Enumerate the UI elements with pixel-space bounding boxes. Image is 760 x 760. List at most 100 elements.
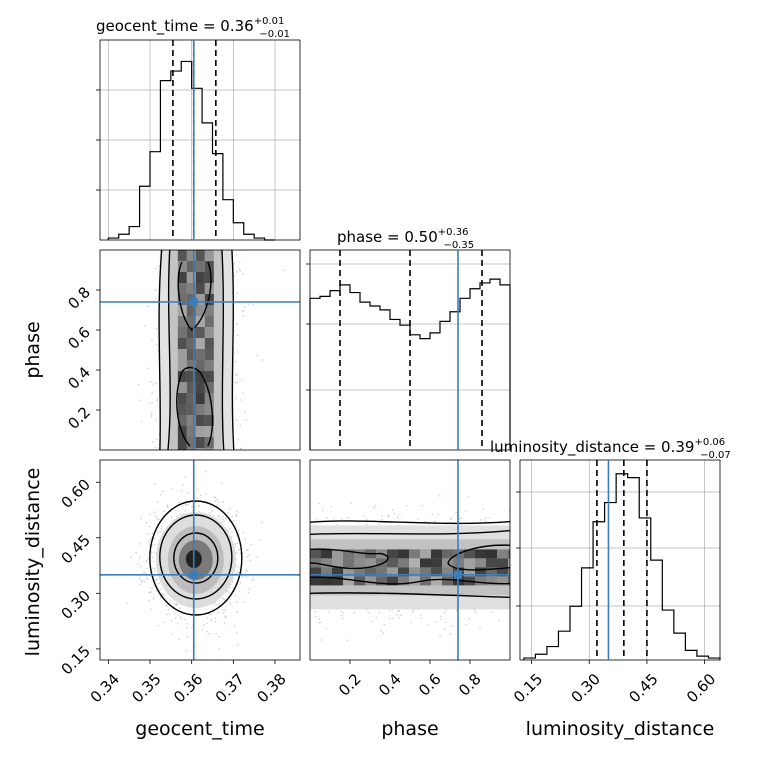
sample-point [248,554,250,557]
sample-point [220,482,223,484]
grid-distance-hist [516,460,720,660]
truth-point [189,570,198,579]
sample-point [333,517,335,520]
sample-point [245,569,247,572]
sample-point [235,601,238,603]
sample-point [227,511,229,514]
sample-point [227,590,230,592]
density-cell [186,437,196,448]
sample-point [235,535,238,537]
sample-point [238,548,240,551]
density-cell [177,283,187,294]
sample-point [162,490,165,492]
sample-point [438,495,441,497]
sample-point [217,635,220,638]
sample-point [166,603,168,606]
sample-point [246,549,249,551]
sample-point [168,613,171,616]
density-cell [195,393,205,404]
sample-point [249,559,252,562]
sample-point [149,591,152,593]
density-cell [177,448,187,450]
sample-point [151,567,154,569]
sample-point [156,327,158,330]
sample-point [342,617,344,620]
sample-point [151,391,153,394]
sample-point [234,543,237,546]
density-cell [343,558,354,568]
sample-point [187,504,190,506]
sample-point [166,613,168,616]
density-cell [420,558,431,568]
sample-point [382,632,385,634]
density-distance-geocent [155,512,236,608]
density-cell [431,549,442,559]
sample-point [232,520,235,522]
sample-point [237,566,240,568]
sample-point [160,596,162,599]
sample-point [187,492,190,494]
density-cell [177,371,187,382]
sample-point [203,624,205,626]
density-cell [204,448,214,450]
density-cell [398,558,409,568]
sample-point [440,618,442,620]
density-cell [497,567,508,577]
sample-point [155,419,158,421]
sample-point [204,608,207,611]
sample-point [245,576,248,578]
sample-point [445,609,447,612]
sample-point [424,520,426,523]
sample-point [158,518,160,520]
density-cell [177,404,187,415]
sample-point [144,324,146,327]
density-phase-geocent [159,250,232,450]
density-cell [204,415,214,426]
sample-point [154,289,157,291]
y-ticks-phase: 0.20.40.60.8 [64,283,100,433]
sample-point [228,507,231,510]
sample-point [240,399,242,401]
y-tick-label: 0.4 [64,363,94,393]
quantile-lines-phase [339,250,483,450]
density-cell [195,327,205,338]
sample-point [157,582,160,585]
sample-point [150,537,152,539]
sample-point [156,501,159,503]
sample-point [218,647,221,650]
sample-point [211,618,213,621]
density-cell [365,567,376,577]
sample-point [186,503,188,506]
sample-point [200,494,202,497]
sample-point [224,608,226,611]
density-cell [186,338,196,349]
sample-point [224,616,227,619]
density-cell [204,283,214,294]
sample-point [161,593,164,595]
x-ticks-geocent-time: 0.34 0.35 0.36 0.37 0.38 [87,660,290,706]
sample-point [378,522,380,525]
density-cell [204,349,214,360]
sample-point [140,517,142,520]
y-tick-label: 0.45 [58,531,94,567]
sample-point [387,514,390,517]
ylabel-phase: phase [22,321,44,378]
sample-point [139,543,141,545]
sample-point [235,419,238,421]
density-cell [186,393,196,404]
density-cell [431,576,442,586]
sample-point [221,521,223,524]
sample-point [208,512,211,514]
sample-point [252,577,254,579]
sample-point [171,633,174,636]
density-cell [376,558,387,568]
sample-point [185,649,188,652]
sample-point [174,509,177,512]
sample-point [160,588,162,590]
density-cell [442,576,453,586]
sample-point [318,622,321,624]
sample-point [240,447,243,450]
density-cell [464,558,475,568]
density-cell [387,567,398,577]
density-cell [195,448,205,450]
